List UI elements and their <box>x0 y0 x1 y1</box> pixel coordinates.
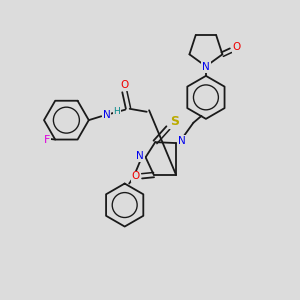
Text: N: N <box>178 136 185 146</box>
Text: H: H <box>113 107 120 116</box>
Text: N: N <box>103 110 111 120</box>
Text: F: F <box>44 134 50 145</box>
Text: N: N <box>136 151 144 161</box>
Text: O: O <box>121 80 129 90</box>
Text: O: O <box>132 171 140 182</box>
Text: O: O <box>232 43 241 52</box>
Text: N: N <box>202 62 210 72</box>
Text: S: S <box>170 115 179 128</box>
